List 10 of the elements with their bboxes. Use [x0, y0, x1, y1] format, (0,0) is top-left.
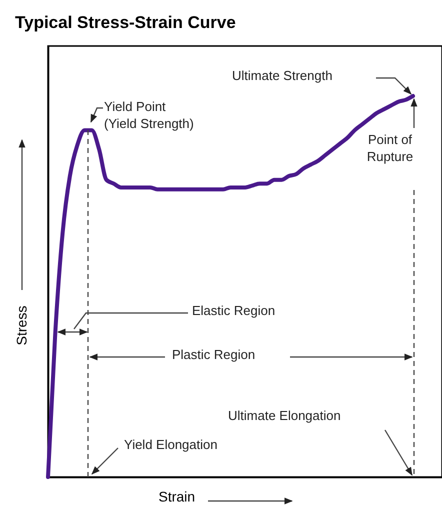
annotation: Point of Rupture — [366, 132, 414, 164]
x-axis-title: Strain — [158, 488, 196, 504]
annotation: Plastic Region — [172, 347, 256, 362]
chart-title: Typical Stress-Strain Curve — [15, 13, 236, 32]
annotation: Ultimate Elongation — [228, 408, 341, 423]
annotation: Yield Point (Yield Strength) — [104, 99, 194, 131]
annotation: Elastic Region — [192, 303, 276, 318]
text: Ultimate Strength — [232, 68, 332, 83]
annotation: Yield Elongation — [124, 437, 218, 452]
y-axis-title: Stress — [14, 306, 30, 346]
